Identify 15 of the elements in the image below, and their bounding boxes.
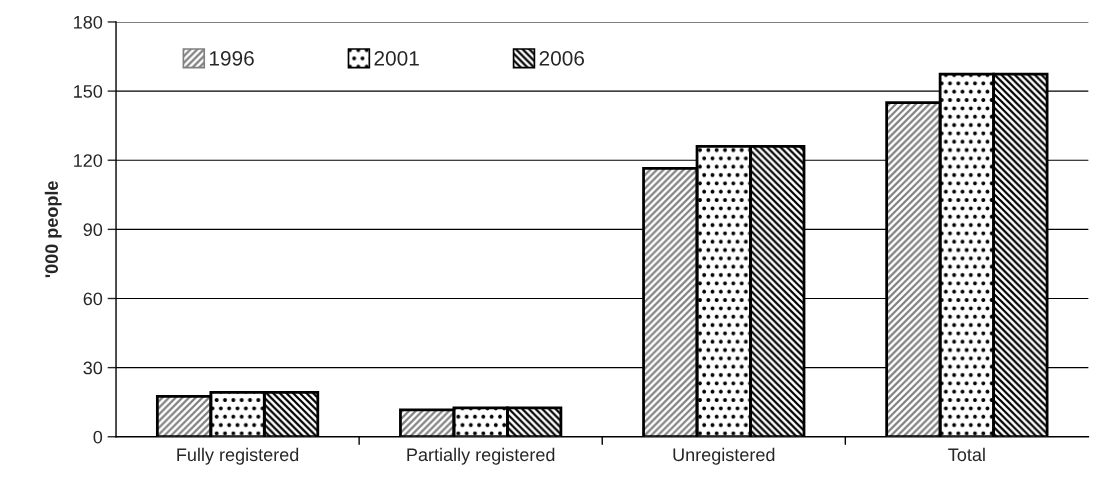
y-tick-label: 60 — [83, 292, 103, 306]
y-tick-label: 30 — [83, 361, 103, 375]
x-tick-label: Partially registered — [407, 447, 555, 465]
y-axis-title: '000 people — [44, 181, 62, 278]
x-tick-label: Total — [948, 447, 985, 462]
y-tick-label: 180 — [74, 15, 103, 29]
legend-label: 2001 — [374, 50, 419, 66]
y-tick-label: 90 — [83, 223, 103, 237]
legend-label: 2006 — [539, 50, 585, 66]
y-tick-label: 120 — [74, 154, 103, 167]
legend-label: 1996 — [209, 50, 254, 66]
x-tick-label: Fully registered — [177, 447, 299, 465]
x-tick-label: Unregistered — [673, 447, 775, 465]
y-tick-label: 150 — [74, 85, 103, 98]
y-tick-label: 0 — [93, 430, 103, 444]
